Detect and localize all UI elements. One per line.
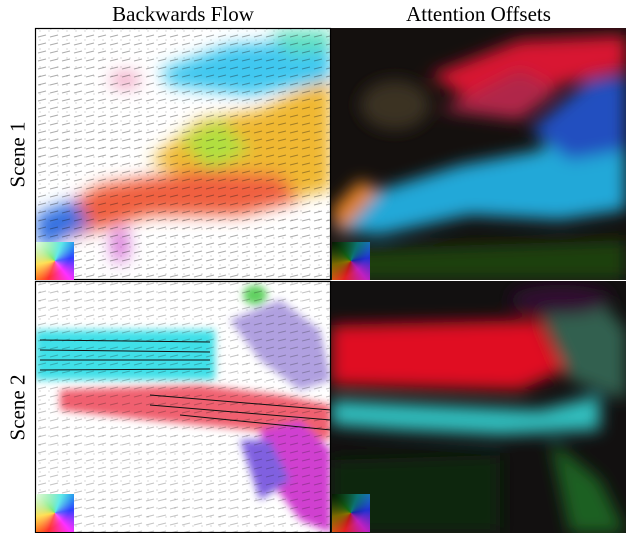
figure: Backwards Flow Attention Offsets Scene 1…: [0, 0, 626, 533]
panels: [0, 0, 626, 533]
attention-panel: [331, 28, 626, 280]
color-wheel: [36, 242, 74, 280]
attention-panel: [331, 281, 626, 533]
color-wheel: [332, 242, 370, 280]
flow-panel: [35, 28, 331, 280]
color-wheel: [332, 494, 370, 532]
color-wheel: [36, 494, 74, 532]
flow-panel: [35, 281, 331, 533]
